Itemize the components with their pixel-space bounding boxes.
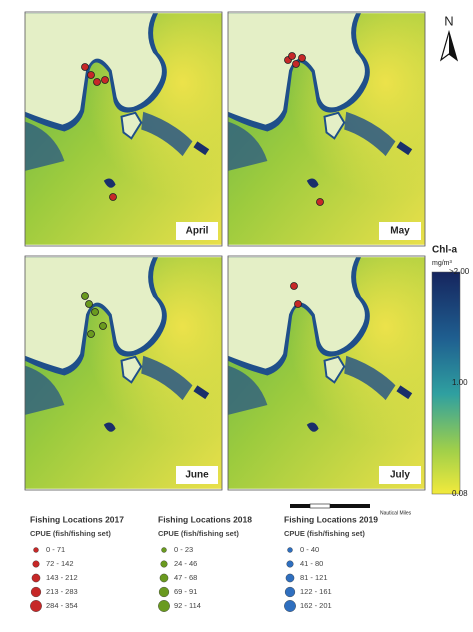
map-image (25, 13, 222, 244)
colorbar-label: >2.00 (449, 267, 470, 276)
fishing-location (289, 53, 296, 60)
map-panel: July (228, 256, 425, 490)
legend-item: 213 - 283 (46, 587, 78, 596)
panel-label: May (390, 226, 410, 237)
legends: Fishing Locations 2017 CPUE (fish/fishing… (30, 514, 378, 611)
map-panel: June (25, 256, 222, 490)
legend-subtitle: CPUE (fish/fishing set) (158, 529, 239, 538)
fishing-location (82, 293, 89, 300)
legend-symbol (159, 587, 169, 597)
legend-item: 47 - 68 (174, 573, 197, 582)
fishing-location (295, 301, 302, 308)
legend-item: 162 - 201 (300, 601, 332, 610)
legend-item: 122 - 161 (300, 587, 332, 596)
legend-symbol (161, 561, 168, 568)
fishing-location (293, 61, 300, 68)
legend-symbol (284, 600, 295, 611)
legend-item: 24 - 46 (174, 559, 197, 568)
legend-symbol (286, 574, 294, 582)
map-image (228, 13, 425, 244)
figure: April May June July N Chl-a mg/m³ >2.00 1.0… (0, 0, 473, 632)
fishing-location (88, 331, 95, 338)
colorbar-label: 1.00 (452, 378, 468, 387)
legend-item: 81 - 121 (300, 573, 328, 582)
fishing-location (110, 194, 117, 201)
legend-item: 41 - 80 (300, 559, 323, 568)
fishing-location (88, 72, 95, 79)
legend-item: 143 - 212 (46, 573, 78, 582)
map-panel: April (25, 12, 222, 246)
fishing-location (100, 323, 107, 330)
fishing-location (317, 199, 324, 206)
map-image (25, 257, 222, 488)
colorbar: Chl-a mg/m³ >2.00 1.00 0.08 (432, 245, 470, 498)
legend-item: 72 - 142 (46, 559, 74, 568)
north-arrow: N (441, 13, 457, 60)
map-panels: April May June July (25, 12, 425, 490)
panel-label: June (185, 470, 209, 481)
legend-symbol (162, 548, 167, 553)
legend-symbol (285, 587, 295, 597)
fishing-location (299, 55, 306, 62)
colorbar-unit: mg/m³ (432, 260, 453, 267)
fishing-location (102, 77, 109, 84)
legend-symbol (160, 574, 168, 582)
legend-symbol (33, 561, 40, 568)
panel-label: July (390, 470, 410, 481)
legend-symbol (30, 600, 41, 611)
legend-item: 69 - 91 (174, 587, 197, 596)
fishing-location (92, 309, 99, 316)
legend-symbol (158, 600, 169, 611)
panel-label: April (186, 226, 209, 237)
fishing-location (291, 283, 298, 290)
legend-title: Fishing Locations 2019 (284, 514, 378, 524)
legend-item: 284 - 354 (46, 601, 78, 610)
legend-subtitle: CPUE (fish/fishing set) (30, 529, 111, 538)
scale-unit: Nautical Miles (380, 510, 412, 516)
map-panel: May (228, 12, 425, 246)
legend-item: 0 - 71 (46, 545, 65, 554)
colorbar-label: 0.08 (452, 489, 468, 498)
legend-title: Fishing Locations 2017 (30, 514, 124, 524)
legend-title: Fishing Locations 2018 (158, 514, 252, 524)
north-label: N (444, 13, 453, 28)
legend-item: 0 - 23 (174, 545, 193, 554)
legend-item: 0 - 40 (300, 545, 319, 554)
legend-symbol (288, 548, 293, 553)
colorbar-title: Chl-a (432, 245, 457, 256)
fishing-location (86, 301, 93, 308)
legend-symbol (34, 548, 39, 553)
legend-symbol (32, 574, 40, 582)
legend-symbol (287, 561, 294, 568)
map-image (228, 257, 425, 488)
fishing-location (82, 64, 89, 71)
legend-item: 92 - 114 (174, 601, 201, 610)
legend-subtitle: CPUE (fish/fishing set) (284, 529, 365, 538)
legend-symbol (31, 587, 41, 597)
fishing-location (94, 79, 101, 86)
